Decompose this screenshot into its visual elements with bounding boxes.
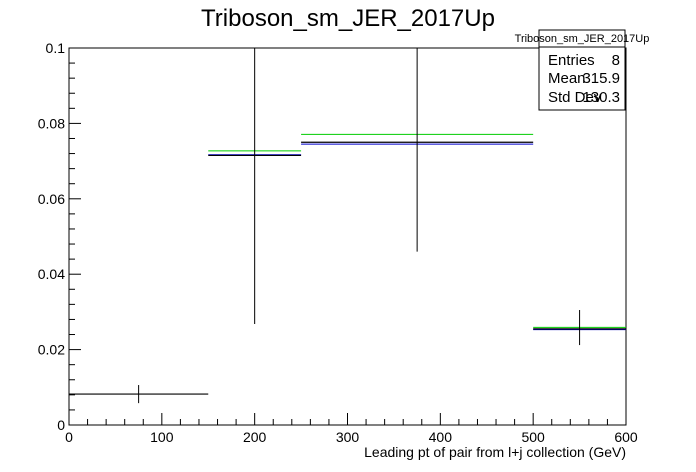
histogram-bars [69,48,626,404]
x-axis: 0 100 200 300 400 500 600 [65,413,638,445]
stats-box: Triboson_sm_JER_2017Up Entries 8 Mean 31… [515,29,650,111]
y-tick-label: 0.08 [38,115,65,131]
x-tick-label: 500 [521,429,545,445]
stats-box-frame [538,29,626,111]
x-tick-label: 100 [150,429,174,445]
stats-entries-label: Entries [548,52,595,69]
y-tick-label: 0 [57,417,65,433]
stats-mean-label: Mean [548,70,586,87]
stats-entries-value: 8 [612,52,620,69]
y-axis: 0 0.02 0.04 0.06 0.08 0.1 [38,40,81,433]
y-tick-label: 0.02 [38,342,65,358]
x-axis-title: Leading pt of pair from l+j collection (… [364,444,626,460]
chart-title: Triboson_sm_JER_2017Up [201,5,495,32]
y-tick-label: 0.1 [46,40,66,56]
x-tick-label: 400 [429,429,453,445]
x-tick-label: 600 [614,429,638,445]
stats-box-title: Triboson_sm_JER_2017Up [515,33,650,45]
y-tick-label: 0.04 [38,266,65,282]
stats-stddev-label: Std Dev [548,89,602,106]
y-tick-label: 0.06 [38,191,65,207]
stats-mean-value: 315.9 [582,70,620,87]
x-tick-label: 0 [65,429,73,445]
stats-stddev-value: 130.3 [582,89,620,106]
x-tick-label: 300 [336,429,360,445]
x-tick-label: 200 [243,429,267,445]
